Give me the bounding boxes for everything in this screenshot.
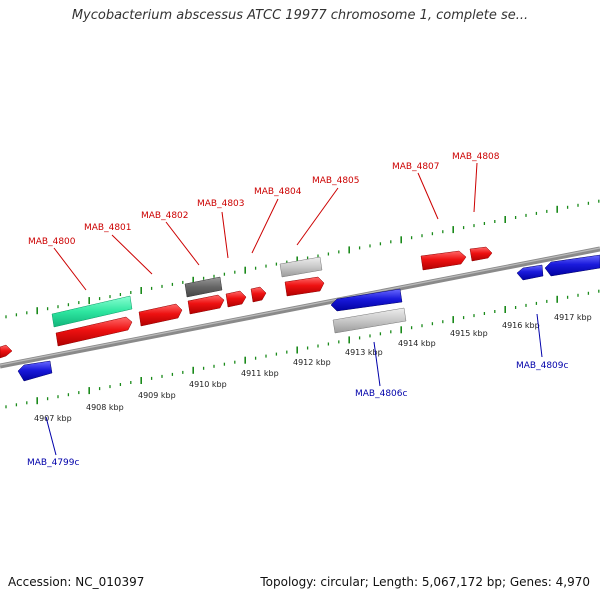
gene-label-mab-4808[interactable]: MAB_4808 <box>452 152 500 162</box>
gene-mab-4804[interactable] <box>250 286 267 303</box>
gene-label-mab-4807[interactable]: MAB_4807 <box>392 162 440 172</box>
gene-label-mab-4800[interactable]: MAB_4800 <box>28 237 76 247</box>
gene-mab-4808[interactable] <box>469 246 493 262</box>
pseudogene-dark[interactable] <box>184 276 223 298</box>
kbp-label: 4907 kbp <box>34 414 72 423</box>
rna-feature[interactable] <box>51 295 133 328</box>
kbp-label: 4909 kbp <box>138 391 176 400</box>
gene-partial-left[interactable] <box>0 344 13 359</box>
chromosome-backbone <box>0 246 600 369</box>
gene-label-mab-4802[interactable]: MAB_4802 <box>141 211 189 221</box>
pseudogene-lower[interactable] <box>332 307 407 334</box>
kbp-label: 4914 kbp <box>398 339 436 348</box>
reverse-genes <box>0 254 600 382</box>
gene-mab-4809c-b[interactable] <box>544 254 600 277</box>
forward-genes <box>51 246 493 347</box>
pseudogene-light[interactable] <box>279 256 323 278</box>
gene-label-mab-4809c[interactable]: MAB_4809c <box>516 361 569 371</box>
gene-mab-4801[interactable] <box>138 303 183 327</box>
gene-mab-4799c[interactable] <box>17 360 53 382</box>
gene-mab-4806c[interactable] <box>330 288 403 312</box>
accession-text: Accession: NC_010397 <box>8 575 145 589</box>
gene-mab-4802[interactable] <box>187 294 225 315</box>
kbp-label: 4910 kbp <box>189 380 227 389</box>
forward-leader-lines <box>53 162 478 291</box>
gene-label-mab-4804[interactable]: MAB_4804 <box>254 187 302 197</box>
kbp-label: 4917 kbp <box>554 313 592 322</box>
topology-summary: Topology: circular; Length: 5,067,172 bp… <box>260 575 590 589</box>
gene-mab-4807[interactable] <box>420 250 467 271</box>
map-title: Mycobacterium abscessus ATCC 19977 chrom… <box>71 8 529 23</box>
kbp-label: 4913 kbp <box>345 348 383 357</box>
gene-mab-4805[interactable] <box>284 276 325 297</box>
reverse-leader-lines <box>45 313 543 456</box>
gene-label-mab-4799c[interactable]: MAB_4799c <box>27 458 80 468</box>
gene-mab-4800[interactable] <box>55 316 133 347</box>
kbp-label: 4911 kbp <box>241 369 279 378</box>
kbp-label: 4915 kbp <box>450 329 488 338</box>
forward-tick-row <box>5 199 600 319</box>
gene-mab-4809c-a[interactable] <box>516 264 544 281</box>
kbp-label: 4916 kbp <box>502 321 540 330</box>
backbone-highlight <box>0 247 600 366</box>
kbp-label: 4912 kbp <box>293 358 331 367</box>
kbp-label: 4908 kbp <box>86 403 124 412</box>
gene-mab-4803[interactable] <box>225 290 247 308</box>
gene-label-mab-4806c[interactable]: MAB_4806c <box>355 389 408 399</box>
reverse-tick-row <box>5 289 600 409</box>
gene-label-mab-4803[interactable]: MAB_4803 <box>197 199 245 209</box>
gene-label-mab-4805[interactable]: MAB_4805 <box>312 176 360 186</box>
gene-label-mab-4801[interactable]: MAB_4801 <box>84 223 132 233</box>
